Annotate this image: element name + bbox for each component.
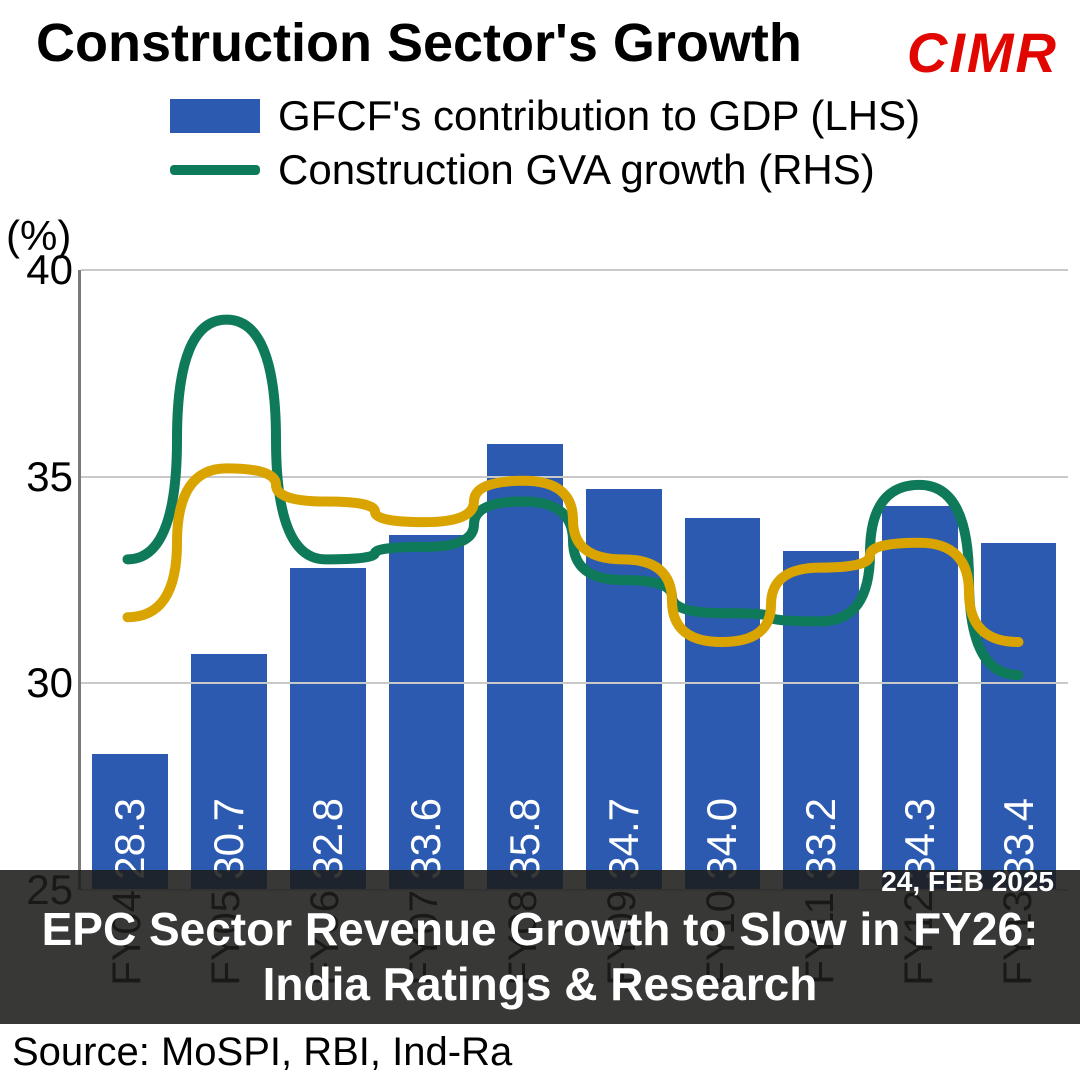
bar: 34.7 [586, 489, 662, 890]
source-text: Source: MoSPI, RBI, Ind-Ra [12, 1030, 512, 1075]
chart-title: Construction Sector's Growth [36, 12, 802, 74]
legend-label: Construction GVA growth (RHS) [278, 146, 875, 194]
bar: 34.3 [882, 506, 958, 890]
bar-column: 32.8 [280, 568, 375, 890]
bar: 33.6 [389, 535, 465, 890]
legend-label: GFCF's contribution to GDP (LHS) [278, 92, 920, 140]
grid-line [81, 269, 1068, 271]
overlay-headline: EPC Sector Revenue Growth to Slow in FY2… [26, 902, 1054, 1012]
legend-item: GFCF's contribution to GDP (LHS) [170, 92, 1080, 140]
bar-column: 34.0 [675, 518, 770, 890]
bar: 30.7 [191, 654, 267, 890]
bar-column: 33.4 [971, 543, 1066, 890]
y-tick-label: 30 [17, 659, 73, 707]
bar-column: 34.3 [872, 506, 967, 890]
y-tick-label: 35 [17, 453, 73, 501]
bar: 32.8 [290, 568, 366, 890]
legend-item: Construction GVA growth (RHS) [170, 146, 1080, 194]
bar: 33.2 [783, 551, 859, 890]
bar-column: 33.2 [774, 551, 869, 890]
bar: 35.8 [487, 444, 563, 890]
legend: GFCF's contribution to GDP (LHS) Construc… [170, 92, 1080, 194]
legend-swatch-bar [170, 99, 260, 133]
brand-logo: CIMR [907, 20, 1058, 85]
grid-line [81, 682, 1068, 684]
plot-area: 28.330.732.833.635.834.734.033.234.333.4… [78, 270, 1068, 890]
bar: 34.0 [685, 518, 761, 890]
bar-column: 33.6 [379, 535, 474, 890]
grid-line [81, 476, 1068, 478]
bar: 33.4 [981, 543, 1057, 890]
bar-column: 34.7 [576, 489, 671, 890]
headline-overlay: 24, FEB 2025 EPC Sector Revenue Growth t… [0, 870, 1080, 1024]
legend-swatch-line [170, 165, 260, 175]
bar-column: 30.7 [182, 654, 277, 890]
y-tick-label: 40 [17, 246, 73, 294]
overlay-date: 24, FEB 2025 [26, 866, 1054, 898]
bar-group: 28.330.732.833.635.834.734.033.234.333.4 [81, 270, 1068, 890]
bar-column: 35.8 [478, 444, 573, 890]
